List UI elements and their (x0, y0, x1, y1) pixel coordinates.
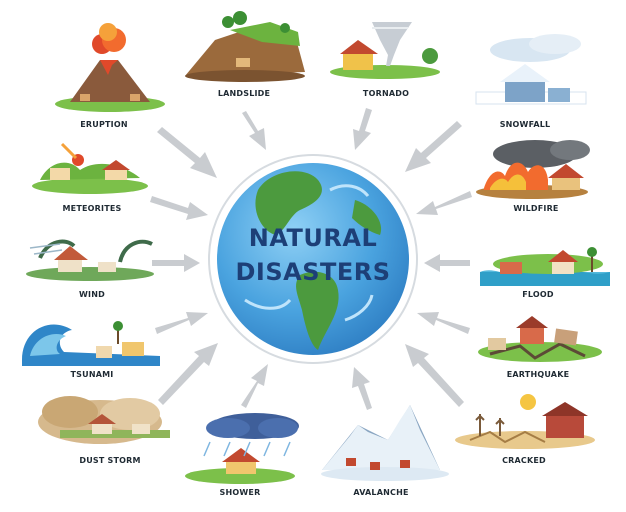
label-tsunami: TSUNAMI (70, 370, 114, 379)
arrow-wildfire (416, 191, 472, 215)
arrow-snowfall (405, 121, 462, 172)
dust-storm-illustration (38, 396, 170, 444)
cracked-illustration (455, 394, 595, 449)
tornado-illustration (330, 22, 440, 79)
label-shower: SHOWER (219, 488, 261, 497)
label-flood: FLOOD (522, 290, 554, 299)
arrow-wind (152, 254, 200, 272)
arrow-tornado (353, 108, 372, 150)
continent-north (255, 171, 322, 235)
label-tornado: TORNADO (362, 89, 410, 98)
eruption-illustration (55, 23, 165, 112)
label-earthquake: EARTHQUAKE (506, 370, 570, 379)
flood-illustration (480, 247, 610, 286)
label-eruption: ERUPTION (80, 120, 128, 129)
continent-east (352, 200, 382, 235)
arrow-dust-storm (158, 343, 218, 405)
arrow-meteorites (150, 196, 208, 220)
arrow-flood (424, 254, 470, 272)
arrow-tsunami (155, 312, 208, 334)
label-wildfire: WILDFIRE (513, 204, 559, 213)
earthquake-illustration (478, 316, 602, 362)
title-line-1: NATURAL (248, 224, 378, 252)
continent-south (296, 271, 339, 350)
label-cracked: CRACKED (502, 456, 546, 465)
label-wind: WIND (79, 290, 105, 299)
arrow-earthquake (417, 312, 470, 334)
title-line-2: DISASTERS (235, 258, 391, 286)
shower-illustration (185, 413, 299, 484)
landslide-illustration (185, 11, 305, 82)
meteorites-illustration (32, 142, 148, 194)
arrows (150, 108, 472, 410)
wind-illustration (26, 239, 154, 281)
label-avalanche: AVALANCHE (353, 488, 409, 497)
tsunami-illustration (22, 321, 160, 366)
label-meteorites: METEORITES (62, 204, 122, 213)
arrow-shower (241, 364, 268, 408)
snowfall-illustration (475, 34, 587, 105)
label-landslide: LANDSLIDE (217, 89, 271, 98)
label-dust-storm: DUST STORM (79, 456, 141, 465)
arrow-landslide (242, 111, 266, 150)
globe (208, 154, 418, 364)
arrow-cracked (405, 344, 464, 407)
avalanche-illustration (321, 405, 449, 481)
arrow-avalanche (352, 367, 372, 410)
wildfire-illustration (476, 140, 590, 199)
arrow-eruption (157, 127, 217, 178)
label-snowfall: SNOWFALL (499, 120, 551, 129)
